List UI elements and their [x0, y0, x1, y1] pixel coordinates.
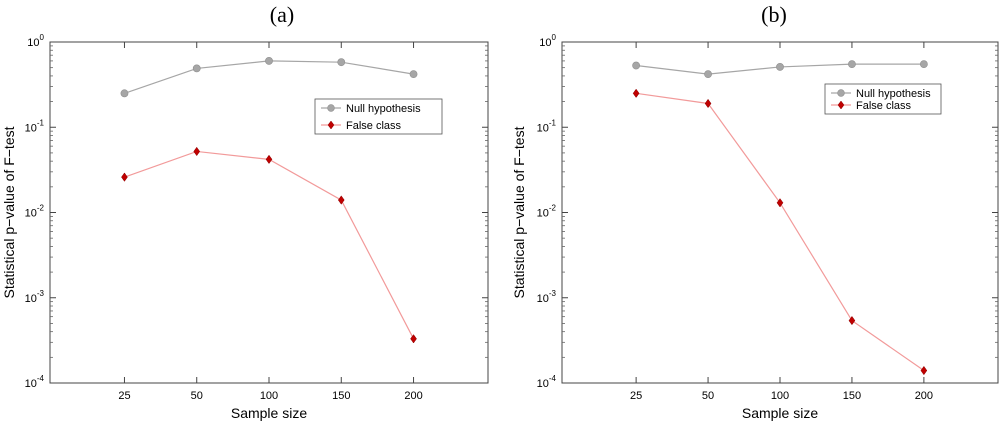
y-tick-label: 10-1: [537, 118, 557, 134]
y-tick-label: 10-4: [537, 374, 557, 390]
data-point-null-hypothesis: [265, 57, 273, 65]
data-point-false-class: [193, 146, 201, 157]
plot-frame: [49, 41, 489, 384]
x-tick-label: 150: [843, 390, 861, 402]
x-tick-label: 25: [118, 390, 130, 402]
data-point-false-class: [704, 98, 712, 109]
y-tick-exponent: -1: [549, 118, 557, 127]
data-point-false-class: [121, 172, 128, 182]
data-point-null-hypothesis: [848, 60, 856, 69]
y-tick-exponent: -3: [549, 289, 557, 298]
x-tick-label: 25: [630, 390, 642, 402]
data-point-null-hypothesis: [704, 70, 712, 79]
data-point-null-hypothesis: [337, 58, 346, 67]
data-point-null-hypothesis: [409, 70, 418, 79]
y-tick-exponent: -2: [37, 204, 45, 213]
x-tick-label: 150: [332, 390, 350, 402]
y-tick-base: 10: [539, 37, 551, 49]
y-tick-exponent: -4: [37, 374, 45, 383]
series-line-null-hypothesis: [124, 60, 414, 94]
y-tick-base: 10: [537, 293, 549, 305]
data-point-false-class: [632, 88, 640, 98]
y-tick-label: 10-2: [25, 204, 45, 220]
y-tick-label: 10-3: [537, 289, 557, 305]
y-tick-label: 10-1: [25, 118, 45, 134]
y-tick-base: 10: [25, 378, 37, 390]
y-tick-exponent: -2: [549, 204, 557, 213]
series-line-false-class: [124, 150, 415, 340]
data-point-false-class: [848, 315, 856, 326]
x-tick-label: 50: [702, 390, 714, 402]
legend-label-null-hypothesis: Null hypothesis: [856, 88, 931, 100]
legend: Null hypothesis False class: [314, 98, 443, 135]
data-point-false-class: [337, 195, 345, 205]
data-point-false-class: [776, 198, 784, 208]
y-tick-base: 10: [27, 37, 39, 49]
x-tick-label: 50: [191, 390, 203, 402]
y-axis-title: Statistical p−value of F−test: [511, 126, 527, 298]
y-tick-label: 10-2: [537, 204, 557, 220]
legend-marker-false-class: [837, 100, 845, 110]
series-line-false-class: [636, 92, 925, 372]
y-tick-exponent: 0: [40, 33, 45, 42]
data-point-null-hypothesis: [120, 89, 129, 98]
y-tick-label: 100: [27, 33, 44, 49]
data-point-null-hypothesis: [919, 60, 928, 69]
data-point-false-class: [265, 154, 273, 164]
x-axis-title: Sample size: [231, 405, 307, 421]
y-tick-exponent: 0: [552, 33, 557, 42]
y-tick-base: 10: [25, 208, 37, 220]
x-tick-label: 100: [260, 390, 278, 402]
data-point-null-hypothesis: [632, 61, 641, 70]
data-point-null-hypothesis: [776, 63, 784, 71]
y-tick-base: 10: [25, 122, 37, 134]
legend-label-null-hypothesis: Null hypothesis: [346, 103, 421, 115]
legend-marker-false-class: [327, 120, 335, 130]
y-tick-exponent: -3: [37, 289, 45, 298]
legend-marker-null-hypothesis: [327, 104, 335, 112]
legend-label-false-class: False class: [346, 120, 402, 132]
x-axis-title: Sample size: [742, 405, 818, 421]
x-tick-label: 100: [771, 390, 789, 402]
y-tick-exponent: -1: [37, 118, 45, 127]
data-point-false-class: [410, 334, 417, 344]
y-tick-base: 10: [537, 208, 549, 220]
y-tick-label: 10-3: [25, 289, 45, 305]
legend-marker-null-hypothesis: [837, 89, 845, 97]
x-tick-label: 200: [915, 390, 933, 402]
y-tick-label: 100: [539, 33, 556, 49]
y-axis-title: Statistical p−value of F−test: [1, 126, 17, 298]
y-tick-label: 10-4: [25, 374, 45, 390]
panel-label: (b): [761, 2, 787, 27]
y-tick-base: 10: [537, 378, 549, 390]
data-point-false-class: [920, 365, 928, 376]
panel-label: (a): [270, 2, 294, 27]
y-tick-base: 10: [537, 122, 549, 134]
legend-box: [314, 98, 443, 135]
y-tick-base: 10: [25, 293, 37, 305]
y-tick-exponent: -4: [549, 374, 557, 383]
legend-box: [824, 83, 942, 115]
x-tick-label: 200: [404, 390, 422, 402]
data-point-null-hypothesis: [192, 64, 201, 73]
legend-label-false-class: False class: [856, 100, 912, 112]
